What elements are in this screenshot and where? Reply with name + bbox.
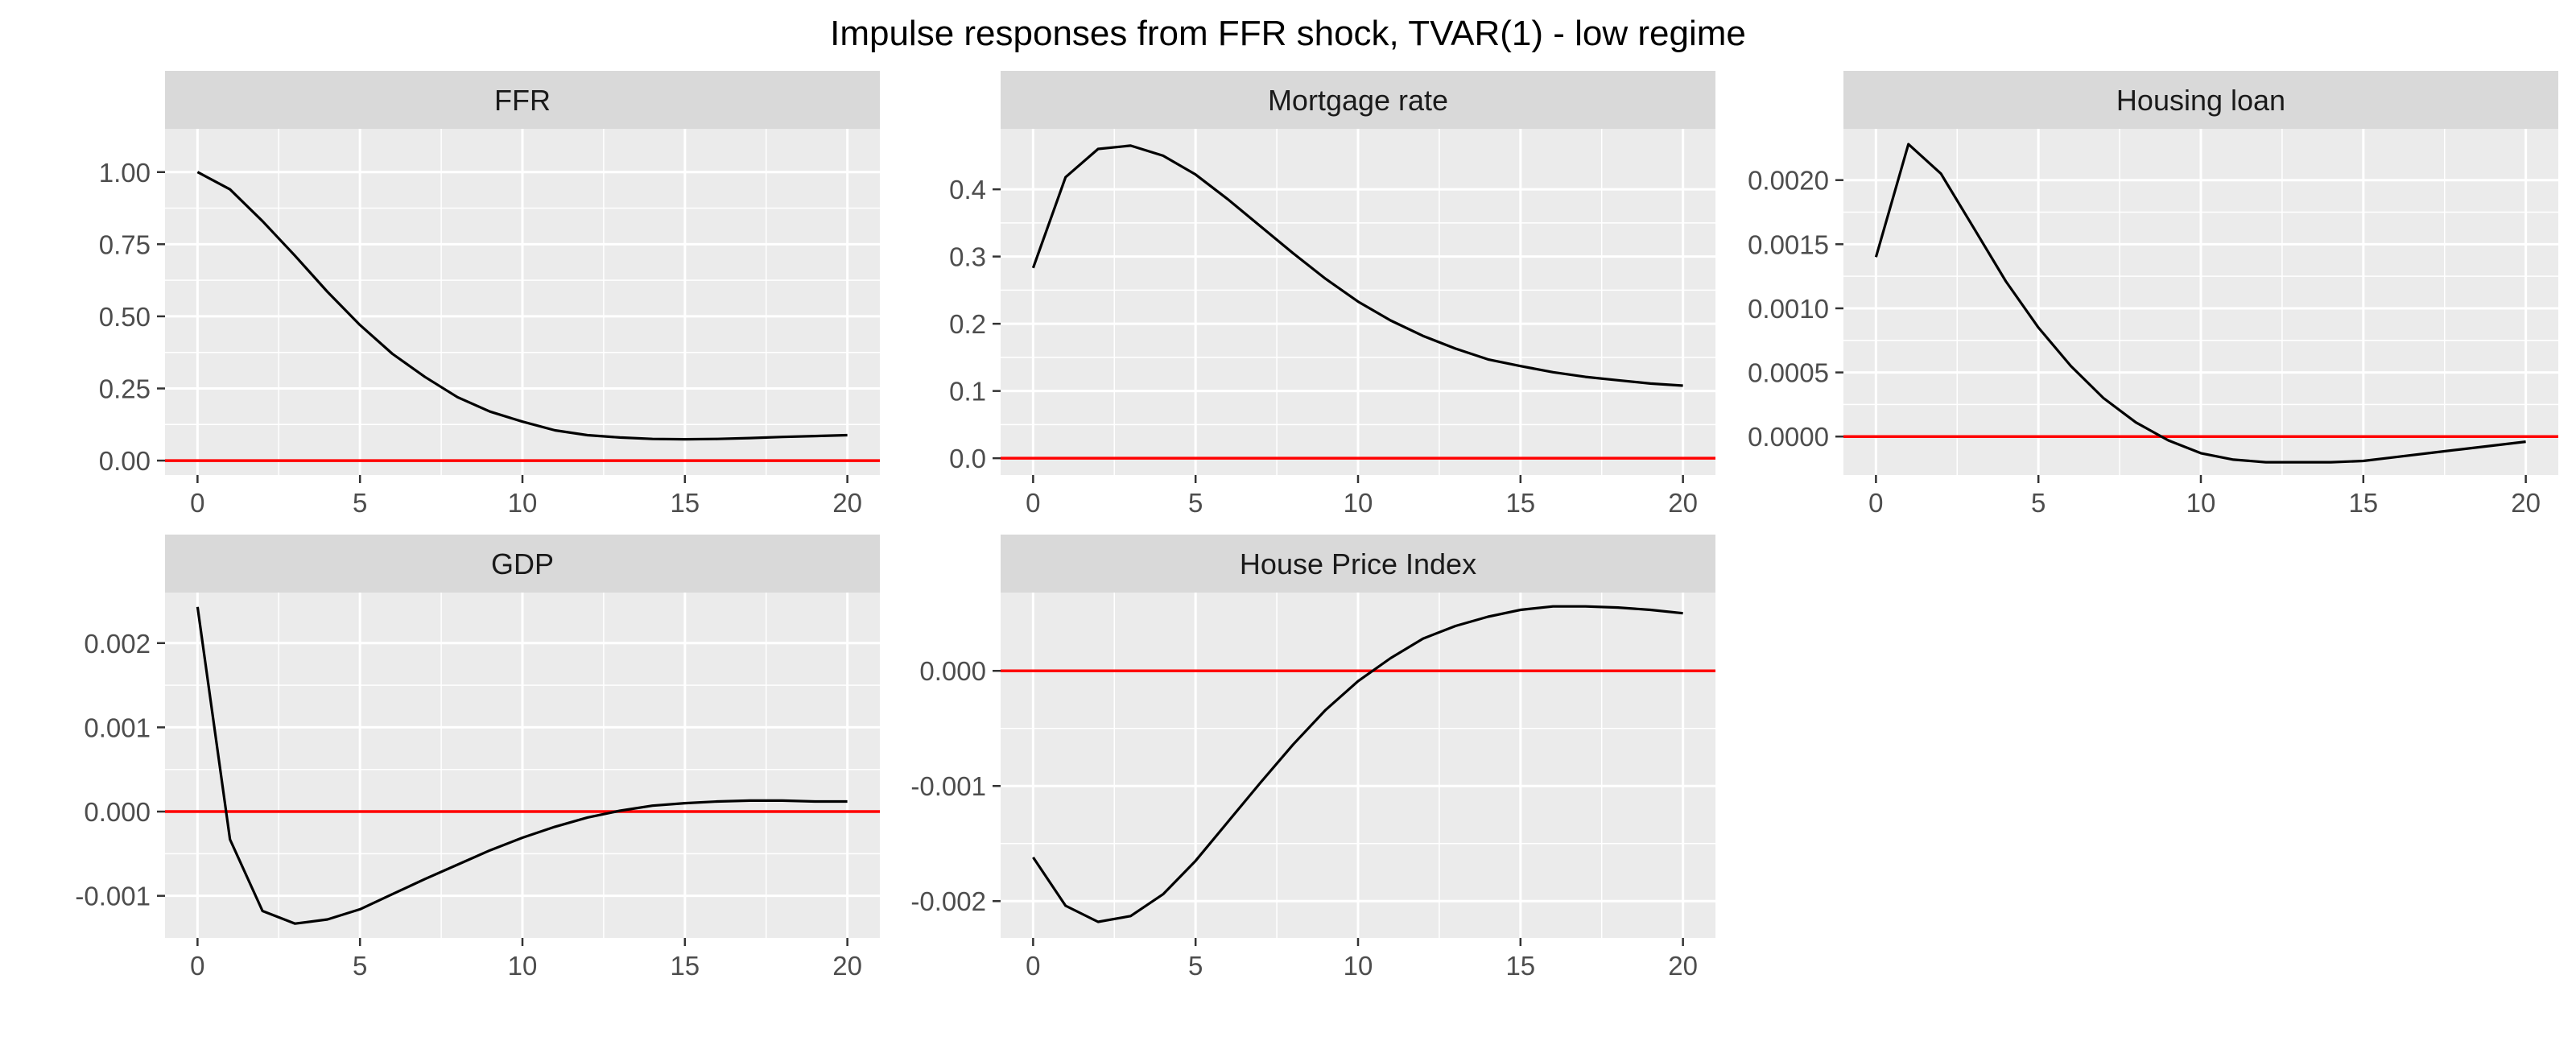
y-tick-label: 0.00 <box>99 446 151 476</box>
impulse-response-line <box>196 606 848 925</box>
impulse-response-line <box>1032 605 1683 923</box>
y-tick-label: 0.0015 <box>1748 229 1829 259</box>
y-tick-label: 0.000 <box>919 656 986 686</box>
facet-strip-label: Housing loan <box>2116 84 2285 117</box>
y-tick-label: 0.2 <box>949 309 986 339</box>
facet-panel-house-price-index: House Price Index -0.002 -0.001 0.000 0 5 10 15… <box>910 535 1715 981</box>
y-tick-label: -0.002 <box>910 886 986 916</box>
y-tick-label: -0.001 <box>75 882 151 911</box>
x-tick-label: 0 <box>1026 488 1040 518</box>
x-tick-label: 15 <box>670 951 700 981</box>
x-tick-label: 15 <box>1505 951 1535 981</box>
y-tick-label: 0.1 <box>949 377 986 407</box>
x-tick-label: 0 <box>190 951 204 981</box>
facet-strip <box>1001 535 1715 593</box>
facet-panel-gdp: GDP -0.001 0.000 0.001 0.002 0 5 10 15 20 <box>75 535 880 981</box>
x-tick-label: 20 <box>2511 488 2541 518</box>
facet-strip-label: FFR <box>494 84 551 117</box>
y-tick-label: 0.000 <box>84 797 151 827</box>
y-tick-label: 1.00 <box>99 158 151 188</box>
x-tick-label: 20 <box>832 951 862 981</box>
x-tick-label: 0 <box>1026 951 1040 981</box>
x-tick-label: 20 <box>1668 488 1698 518</box>
facet-panel-ffr: FFR 0.00 0.25 0.50 0.75 1.00 0 5 10 15 20 <box>99 71 880 518</box>
y-tick-label: 0.0000 <box>1748 422 1829 452</box>
x-tick-label: 15 <box>2348 488 2378 518</box>
y-tick-label: -0.001 <box>910 771 986 801</box>
y-tick-label: 0.0 <box>949 444 986 473</box>
y-tick-label: 0.002 <box>84 629 151 659</box>
chart-title: Impulse responses from FFR shock, TVAR(1… <box>830 14 1746 53</box>
facet-panel-housing-loan: Housing loan 0.0000 0.0005 0.0010 0.0015 0.00… <box>1748 71 2558 518</box>
x-tick-label: 5 <box>353 951 367 981</box>
impulse-response-line <box>196 171 848 441</box>
facet-strip <box>165 535 880 593</box>
x-tick-label: 10 <box>508 951 538 981</box>
x-tick-label: 5 <box>2031 488 2046 518</box>
y-tick-label: 0.75 <box>99 229 151 259</box>
x-tick-label: 15 <box>670 488 700 518</box>
x-tick-label: 0 <box>1868 488 1883 518</box>
x-tick-label: 10 <box>2186 488 2216 518</box>
y-tick-label: 0.3 <box>949 242 986 272</box>
x-tick-label: 10 <box>508 488 538 518</box>
x-tick-label: 20 <box>832 488 862 518</box>
facet-strip <box>1843 71 2558 129</box>
facet-strip-label: House Price Index <box>1240 547 1476 580</box>
y-tick-label: 0.001 <box>84 713 151 742</box>
y-tick-label: 0.0005 <box>1748 358 1829 388</box>
facet-strip <box>165 71 880 129</box>
y-tick-label: 0.0020 <box>1748 166 1829 196</box>
impulse-response-line <box>1031 144 1683 387</box>
impulse-response-line <box>1874 143 2526 464</box>
facet-strip-label: GDP <box>491 547 554 580</box>
x-tick-label: 5 <box>1188 951 1203 981</box>
y-tick-label: 0.0010 <box>1748 294 1829 324</box>
x-tick-label: 15 <box>1505 488 1535 518</box>
y-tick-label: 0.4 <box>949 175 986 204</box>
facet-strip <box>1001 71 1715 129</box>
x-tick-label: 5 <box>1188 488 1203 518</box>
x-tick-label: 10 <box>1344 488 1373 518</box>
x-tick-label: 10 <box>1344 951 1373 981</box>
x-tick-label: 20 <box>1668 951 1698 981</box>
x-tick-label: 0 <box>190 488 204 518</box>
facet-panel-mortgage-rate: Mortgage rate 0.0 0.1 0.2 0.3 0.4 0 5 10 15 20 <box>949 71 1715 518</box>
facet-strip-label: Mortgage rate <box>1268 84 1448 117</box>
x-tick-label: 5 <box>353 488 367 518</box>
y-tick-label: 0.25 <box>99 374 151 404</box>
y-tick-label: 0.50 <box>99 302 151 332</box>
